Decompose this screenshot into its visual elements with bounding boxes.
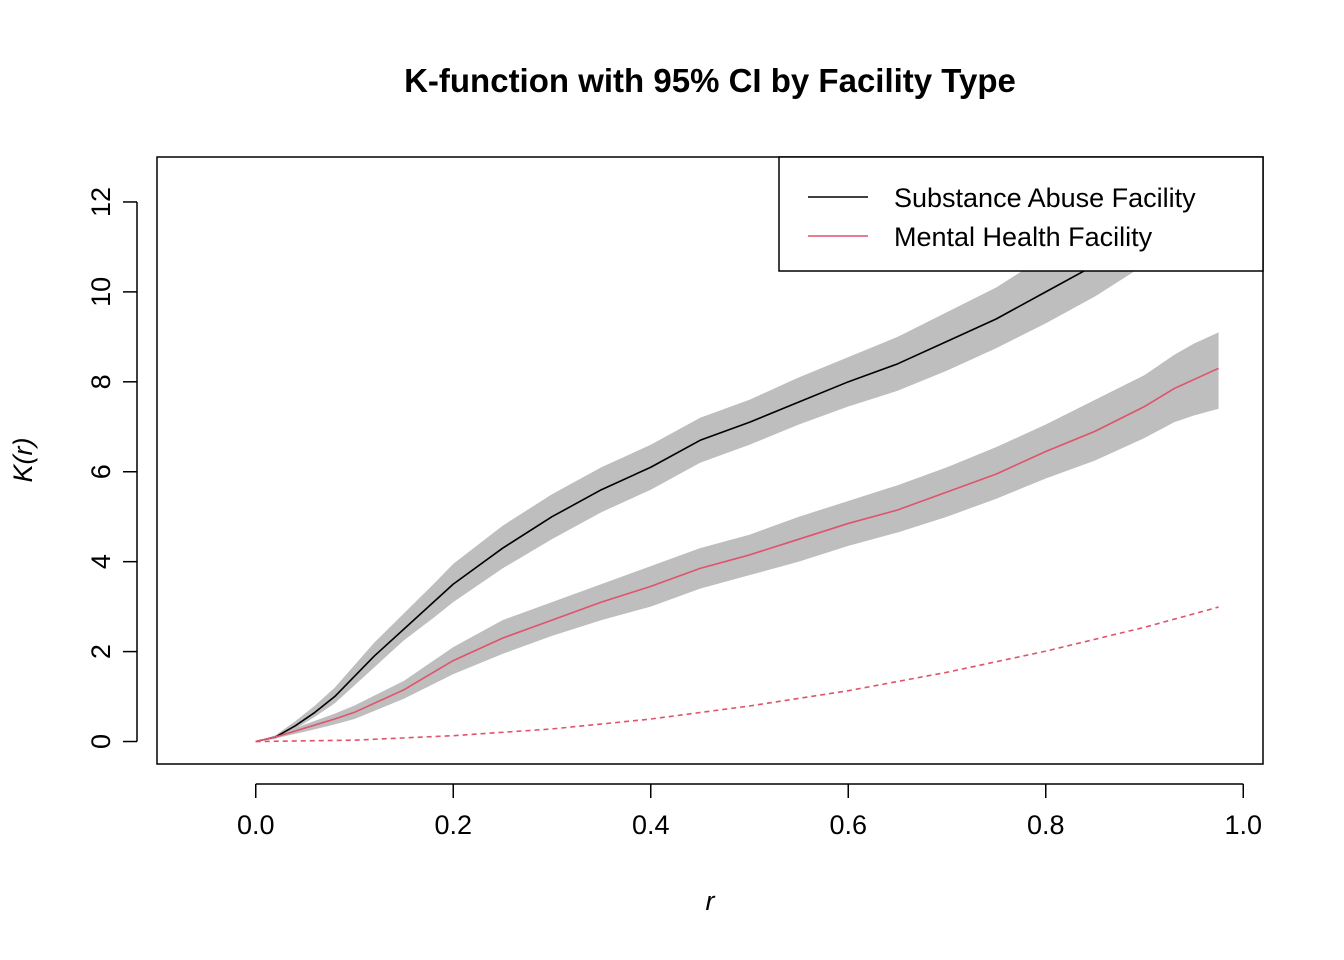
x-tick-label: 1.0 [1224, 810, 1262, 840]
x-axis-label: r [706, 886, 716, 916]
series-line-1 [255, 367, 1219, 743]
series-lines [255, 169, 1220, 743]
y-axis-label: K(r) [8, 438, 38, 483]
legend: Substance Abuse Facility Mental Health F… [778, 156, 1264, 272]
legend-label-substance-abuse: Substance Abuse Facility [894, 183, 1196, 213]
x-axis: 0.0 0.2 0.4 0.6 0.8 1.0 [237, 783, 1262, 840]
y-tick-label: 8 [86, 374, 116, 389]
legend-box [778, 156, 1264, 272]
y-tick-label: 6 [86, 464, 116, 479]
x-tick-label: 0.4 [632, 810, 670, 840]
x-tick-label: 0.0 [237, 810, 275, 840]
x-tick-label: 0.8 [1027, 810, 1065, 840]
y-axis: 0 2 4 6 8 10 12 [86, 187, 138, 749]
ci-band-series-1 [255, 332, 1219, 742]
chart-title: K-function with 95% CI by Facility Type [404, 62, 1016, 99]
series-line-0 [255, 169, 1220, 743]
y-tick-label: 2 [86, 644, 116, 659]
x-tick-label: 0.2 [434, 810, 472, 840]
ci-band-series-0 [255, 157, 1219, 742]
y-tick-label: 10 [86, 277, 116, 307]
dashed-reference-line [255, 606, 1219, 743]
x-tick-label: 0.6 [829, 810, 867, 840]
y-tick-label: 0 [86, 734, 116, 749]
plot-frame [156, 156, 1264, 765]
y-tick-label: 4 [86, 554, 116, 569]
legend-label-mental-health: Mental Health Facility [894, 222, 1153, 252]
y-tick-label: 12 [86, 187, 116, 217]
confidence-bands [255, 157, 1219, 742]
